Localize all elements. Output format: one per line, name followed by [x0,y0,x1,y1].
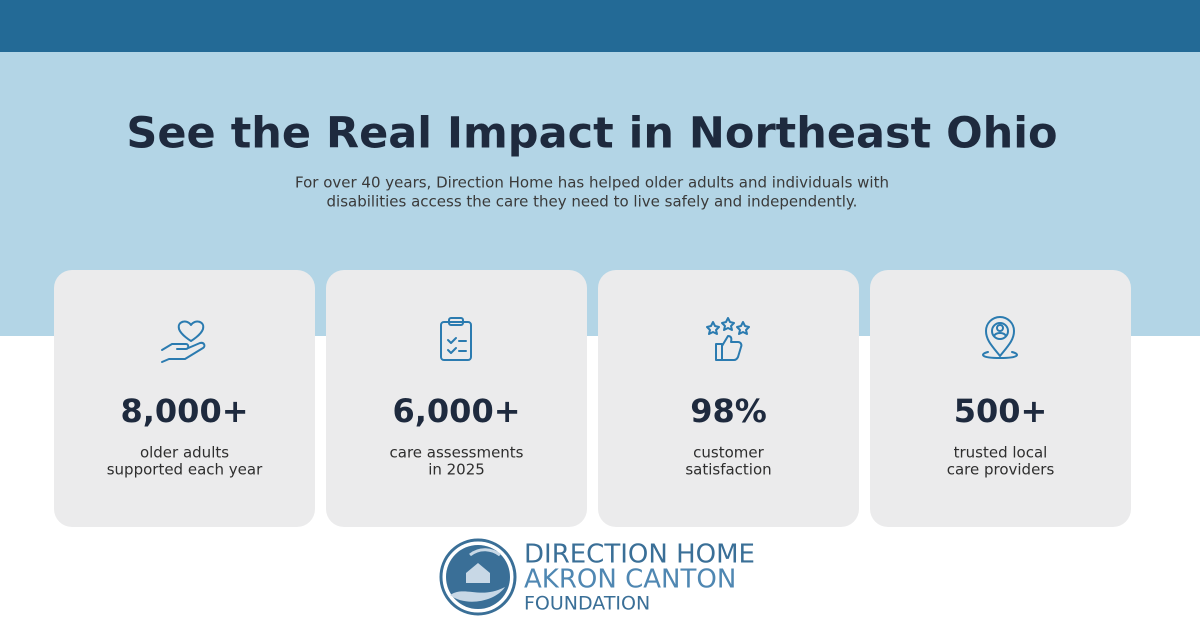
stat-label: trusted local [954,444,1048,462]
icon-location-person [982,316,1018,359]
stat-label: supported each year [107,461,263,479]
stat-value: 98% [690,392,767,430]
stat-card [54,270,315,527]
logo-line: AKRON CANTON [524,565,736,595]
stat-label: older adults [140,444,229,462]
icon-thumbs-up-stars [706,317,750,361]
stat-label: customer [693,444,764,462]
stat-value: 8,000+ [120,392,248,430]
stat-value: 6,000+ [392,392,520,430]
icon-heart-hand [161,320,206,363]
stat-label: care providers [947,461,1055,479]
logo-line: FOUNDATION [524,593,650,615]
stat-label: care assessments [390,444,524,462]
subtitle-line: For over 40 years, Direction Home has he… [295,174,889,192]
title: See the Real Impact in Northeast Ohio [126,109,1057,159]
stat-card [326,270,587,527]
stat-value: 500+ [954,392,1048,430]
stat-label: satisfaction [685,461,771,479]
logo-mark [439,538,517,616]
icon-clipboard [440,317,472,361]
subtitle-line: disabilities access the care they need t… [327,193,858,211]
stat-card [870,270,1131,527]
top-bar [0,0,1200,52]
stat-label: in 2025 [428,461,485,479]
logo-line: DIRECTION HOME [524,540,755,570]
stat-card [598,270,859,527]
